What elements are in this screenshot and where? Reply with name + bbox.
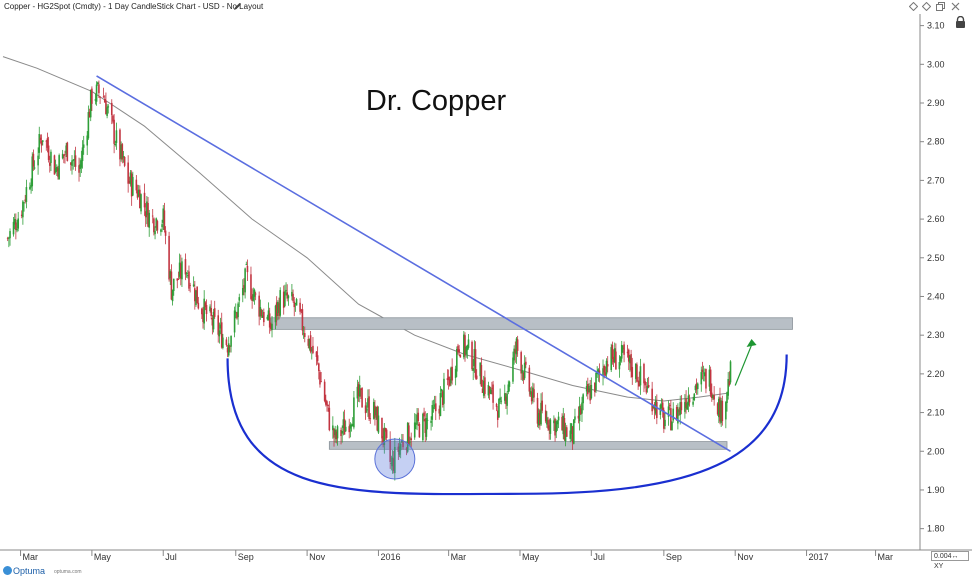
diamond-icon[interactable] (922, 2, 931, 11)
x-tick-label: Mar (23, 552, 39, 562)
candlestick-chart[interactable] (0, 14, 920, 548)
x-tick-label: Nov (309, 552, 326, 562)
restore-icon[interactable] (936, 2, 945, 11)
x-tick-label: Sep (666, 552, 682, 562)
price-axis-panel[interactable] (920, 14, 972, 548)
chart-header-bar: Copper - HG2Spot (Cmdty) - 1 Day CandleS… (0, 0, 972, 14)
brand-logo: Optuma (3, 566, 45, 576)
x-tick-label: May (94, 552, 112, 562)
zoom-level[interactable]: 0.004↔ XY (931, 551, 969, 570)
brand-mark-icon (3, 566, 12, 575)
pencil-icon[interactable] (233, 2, 242, 11)
brand-name: Optuma (13, 566, 46, 576)
x-tick-label: 2016 (380, 552, 400, 562)
x-tick-label: Jul (165, 552, 177, 562)
brand-url: optuma.com (54, 569, 82, 575)
footer-bar (0, 564, 972, 581)
x-tick-label: May (522, 552, 540, 562)
x-tick-label: Jul (593, 552, 605, 562)
diamond-icon[interactable] (909, 2, 918, 11)
lock-icon[interactable] (955, 16, 966, 28)
chart-title-label: Copper - HG2Spot (Cmdty) - 1 Day CandleS… (4, 2, 264, 11)
x-tick-label: Nov (737, 552, 754, 562)
close-icon[interactable] (951, 2, 960, 11)
x-tick-label: Mar (878, 552, 894, 562)
x-tick-label: Mar (451, 552, 467, 562)
x-tick-label: Sep (238, 552, 254, 562)
x-tick-label: 2017 (809, 552, 829, 562)
